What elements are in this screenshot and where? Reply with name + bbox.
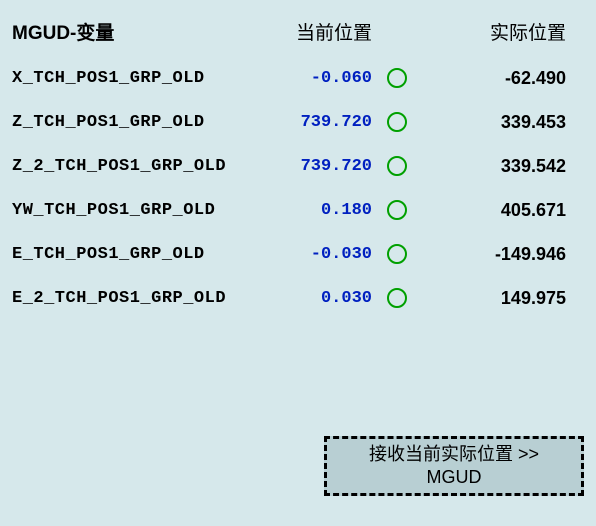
button-line2: MGUD [327,466,581,489]
actual-value: 339.542 [422,156,584,177]
indicator-wrapper [372,244,422,264]
indicator-wrapper [372,200,422,220]
variable-name: E_2_TCH_POS1_GRP_OLD [12,289,252,308]
actual-value: 149.975 [422,288,584,309]
header-spacer [372,18,422,45]
current-value: 0.180 [252,201,372,220]
variable-name: E_TCH_POS1_GRP_OLD [12,245,252,264]
header-row: MGUD-变量 当前位置 实际位置 [12,18,584,45]
circle-indicator-icon [387,288,407,308]
circle-indicator-icon [387,112,407,132]
header-current-pos: 当前位置 [252,18,372,45]
data-row: E_TCH_POS1_GRP_OLD-0.030 -149.946 [12,241,584,267]
variable-name: X_TCH_POS1_GRP_OLD [12,69,252,88]
accept-position-button[interactable]: 接收当前实际位置 >> MGUD [324,436,584,496]
circle-indicator-icon [387,200,407,220]
data-row: X_TCH_POS1_GRP_OLD-0.060 -62.490 [12,65,584,91]
circle-indicator-icon [387,156,407,176]
current-value: 739.720 [252,113,372,132]
circle-indicator-icon [387,244,407,264]
actual-value: -149.946 [422,244,584,265]
data-row: Z_2_TCH_POS1_GRP_OLD739.720 339.542 [12,153,584,179]
indicator-wrapper [372,112,422,132]
header-actual-pos: 实际位置 [422,18,584,45]
actual-value: 339.453 [422,112,584,133]
variable-name: Z_TCH_POS1_GRP_OLD [12,113,252,132]
indicator-wrapper [372,68,422,88]
button-line1: 接收当前实际位置 >> [327,443,581,466]
indicator-wrapper [372,156,422,176]
data-row: YW_TCH_POS1_GRP_OLD0.180 405.671 [12,197,584,223]
circle-indicator-icon [387,68,407,88]
variable-name: Z_2_TCH_POS1_GRP_OLD [12,157,252,176]
current-value: 0.030 [252,289,372,308]
current-value: 739.720 [252,157,372,176]
button-container: 接收当前实际位置 >> MGUD [324,436,584,496]
data-row: E_2_TCH_POS1_GRP_OLD0.030 149.975 [12,285,584,311]
data-row: Z_TCH_POS1_GRP_OLD739.720 339.453 [12,109,584,135]
current-value: -0.030 [252,245,372,264]
data-rows-container: X_TCH_POS1_GRP_OLD-0.060 -62.490 Z_TCH_POS… [12,65,584,311]
actual-value: 405.671 [422,200,584,221]
header-variable: MGUD-变量 [12,18,252,45]
current-value: -0.060 [252,69,372,88]
variable-name: YW_TCH_POS1_GRP_OLD [12,201,252,220]
indicator-wrapper [372,288,422,308]
actual-value: -62.490 [422,68,584,89]
